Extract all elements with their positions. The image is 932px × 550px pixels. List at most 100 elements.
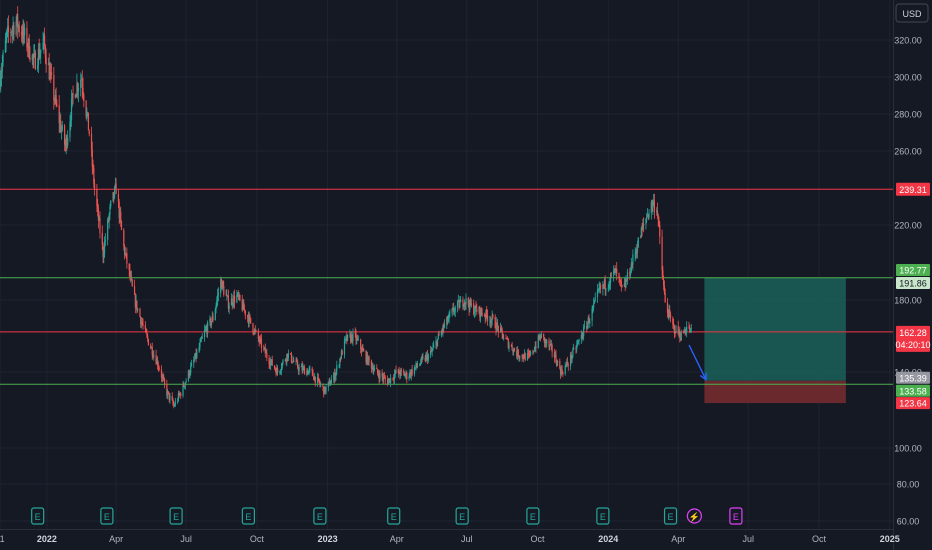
candle-body[interactable] (167, 391, 169, 396)
time-axis[interactable]: 11 2022 Apr Jul Oct 2023 Apr Jul Oct 2024 Apr Jul Oc… (0, 534, 900, 544)
candle-body[interactable] (564, 365, 566, 374)
candle-body[interactable] (330, 383, 332, 386)
candle-body[interactable] (210, 318, 212, 326)
candle-body[interactable] (254, 329, 256, 331)
candle-body[interactable] (113, 187, 116, 198)
candle-body[interactable] (275, 369, 277, 375)
candle-body[interactable] (140, 321, 143, 325)
candle-body[interactable] (157, 366, 160, 368)
candle-body[interactable] (425, 355, 427, 361)
candle-body[interactable] (403, 370, 405, 373)
candle-body[interactable] (394, 370, 396, 374)
currency-button[interactable]: USD (895, 3, 929, 23)
candle-body[interactable] (588, 317, 590, 324)
candle-body[interactable] (0, 71, 3, 79)
candle-body[interactable] (64, 144, 66, 147)
candle-body[interactable] (361, 348, 363, 352)
candle-body[interactable] (526, 353, 529, 361)
candle-body[interactable] (115, 183, 117, 194)
candle-body[interactable] (241, 300, 243, 311)
candle-body[interactable] (534, 346, 536, 351)
candle-body[interactable] (657, 214, 659, 221)
candle-body[interactable] (497, 326, 499, 332)
candle-body[interactable] (103, 253, 105, 258)
candle-body[interactable] (565, 365, 567, 366)
candle-body[interactable] (570, 354, 572, 360)
candle-body[interactable] (263, 347, 265, 349)
candle-body[interactable] (277, 368, 279, 373)
candle-body[interactable] (104, 239, 106, 242)
candle-body[interactable] (360, 339, 362, 349)
candle-body[interactable] (53, 100, 56, 102)
candle-body[interactable] (32, 55, 34, 59)
candle-body[interactable] (383, 376, 385, 380)
candle-body[interactable] (269, 364, 271, 366)
candle-body[interactable] (413, 367, 416, 375)
candle-body[interactable] (496, 322, 498, 331)
candle-body[interactable] (69, 121, 71, 138)
candle-body[interactable] (28, 38, 30, 58)
candle-body[interactable] (273, 365, 276, 369)
candle-body[interactable] (146, 332, 148, 336)
candle-body[interactable] (253, 332, 255, 334)
earnings-marker[interactable]: E (100, 507, 114, 525)
candle-body[interactable] (120, 221, 123, 230)
candle-body[interactable] (555, 354, 557, 363)
candle-body[interactable] (340, 350, 343, 359)
candle-body[interactable] (598, 288, 600, 290)
candle-body[interactable] (501, 328, 503, 334)
candle-body[interactable] (24, 27, 26, 36)
candle-body[interactable] (82, 87, 84, 95)
candle-body[interactable] (599, 284, 601, 289)
candle-body[interactable] (468, 304, 470, 310)
candle-body[interactable] (431, 349, 433, 352)
candle-body[interactable] (216, 299, 218, 306)
candle-body[interactable] (659, 225, 661, 237)
candle-body[interactable] (290, 353, 293, 362)
stop-loss-zone[interactable] (704, 380, 846, 404)
candle-body[interactable] (519, 357, 521, 359)
candle-body[interactable] (496, 322, 499, 327)
candle-body[interactable] (65, 137, 67, 147)
candle-body[interactable] (22, 26, 24, 39)
candle-body[interactable] (23, 26, 25, 36)
candle-body[interactable] (577, 341, 579, 343)
candle-body[interactable] (624, 283, 626, 288)
candle-body[interactable] (346, 334, 349, 341)
candle-body[interactable] (80, 79, 83, 80)
candle-body[interactable] (13, 25, 15, 35)
candle-body[interactable] (619, 279, 622, 282)
candle-body[interactable] (155, 354, 157, 364)
candle-body[interactable] (300, 365, 303, 368)
candle-body[interactable] (320, 384, 322, 386)
candle-body[interactable] (360, 348, 363, 352)
candle-body[interactable] (317, 377, 319, 379)
candle-body[interactable] (260, 338, 262, 340)
candle-body[interactable] (403, 372, 406, 377)
candle-body[interactable] (426, 354, 429, 361)
candle-body[interactable] (629, 271, 631, 276)
candle-body[interactable] (293, 360, 295, 362)
candle-body[interactable] (242, 302, 244, 311)
candle-body[interactable] (336, 365, 338, 371)
candle-body[interactable] (67, 137, 69, 146)
candle-body[interactable] (349, 334, 351, 336)
candle-body[interactable] (414, 367, 416, 368)
candle-body[interactable] (578, 339, 580, 342)
candle-body[interactable] (350, 334, 352, 342)
candle-body[interactable] (653, 200, 655, 203)
candle-body[interactable] (609, 273, 612, 283)
candle-body[interactable] (0, 78, 2, 87)
candle-body[interactable] (581, 334, 583, 338)
candle-body[interactable] (492, 315, 494, 317)
candle-body[interactable] (27, 38, 30, 48)
candle-body[interactable] (71, 93, 73, 100)
candle-body[interactable] (253, 329, 256, 334)
candle-body[interactable] (556, 362, 558, 366)
candle-body[interactable] (12, 25, 14, 30)
candle-body[interactable] (587, 317, 589, 324)
candle-body[interactable] (438, 334, 440, 336)
candle-body[interactable] (184, 382, 186, 387)
candle-body[interactable] (357, 339, 359, 341)
arrow-annotation[interactable] (688, 344, 707, 381)
